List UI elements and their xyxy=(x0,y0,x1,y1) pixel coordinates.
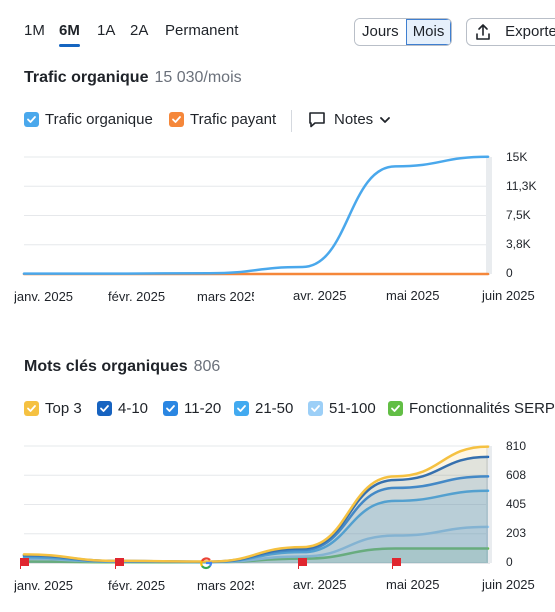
checkbox-icon xyxy=(24,112,39,127)
legend-divider xyxy=(291,110,292,132)
upload-icon xyxy=(475,19,493,45)
x-tick-clip: janv. 2025 xyxy=(14,577,74,595)
legend-51-100-label: 51-100 xyxy=(329,400,376,417)
active-range-indicator xyxy=(59,44,80,47)
legend-serp-label: Fonctionnalités SERP xyxy=(409,400,555,417)
y-tick-label: 0 xyxy=(506,555,513,569)
x-tick-label: juin 2025 xyxy=(482,288,535,303)
range-tab-2a[interactable]: 2A xyxy=(130,22,149,39)
range-tab-6m[interactable]: 6M xyxy=(59,22,80,39)
legend-51-100[interactable]: 51-100 xyxy=(308,400,376,417)
legend-organic-traffic[interactable]: Trafic organique xyxy=(24,111,153,128)
chevron-down-icon xyxy=(379,113,391,125)
legend-top3-label: Top 3 xyxy=(45,400,82,417)
series-line xyxy=(22,155,490,275)
checkbox-icon xyxy=(97,401,112,416)
y-tick-label: 810 xyxy=(506,439,527,453)
y-tick-label: 405 xyxy=(506,497,527,511)
legend-paid-traffic[interactable]: Trafic payant xyxy=(169,111,276,128)
y-tick-label: 608 xyxy=(506,468,527,482)
granularity-switch: Jours Mois xyxy=(354,18,453,46)
x-tick-label: juin 2025 xyxy=(482,577,535,592)
x-tick-label: avr. 2025 xyxy=(293,577,347,592)
traffic-section-title: Trafic organique 15 030/mois xyxy=(24,69,242,87)
legend-serp-features[interactable]: Fonctionnalités SERP xyxy=(388,400,555,417)
traffic-title: Trafic organique xyxy=(24,69,149,86)
legend-organic-label: Trafic organique xyxy=(45,111,153,128)
x-tick-label: févr. 2025 xyxy=(108,578,166,593)
legend-top3[interactable]: Top 3 xyxy=(24,400,82,417)
checkbox-icon xyxy=(308,401,323,416)
range-tab-permanent[interactable]: Permanent xyxy=(165,22,239,39)
range-tab-1m[interactable]: 1M xyxy=(24,22,45,39)
legend-11-20-label: 11-20 xyxy=(184,400,222,417)
x-tick-clip: mars 2025 xyxy=(197,288,254,306)
x-tick-label: mai 2025 xyxy=(386,288,440,303)
x-tick-clip: janv. 2025 xyxy=(14,288,74,306)
checkbox-icon xyxy=(163,401,178,416)
x-tick-label: janv. 2025 xyxy=(14,578,74,593)
legend-21-50[interactable]: 21-50 xyxy=(234,400,293,417)
legend-11-20[interactable]: 11-20 xyxy=(163,400,221,417)
y-tick-label: 203 xyxy=(506,526,527,540)
x-tick-clip: févr. 2025 xyxy=(108,288,166,306)
x-tick-label: avr. 2025 xyxy=(293,288,347,303)
y-tick-label: 11,3K xyxy=(506,179,537,193)
current-period-band xyxy=(486,157,492,274)
toolbar: 1M 6M 1A 2A Permanent Jours Mois Exporte… xyxy=(0,0,555,64)
keywords-section-title: Mots clés organiques 806 xyxy=(24,358,220,376)
checkbox-icon xyxy=(234,401,249,416)
granularity-month-button[interactable]: Mois xyxy=(405,19,452,45)
x-tick-clip: févr. 2025 xyxy=(108,577,166,595)
export-button[interactable]: Exporter xyxy=(466,18,555,46)
keywords-title: Mots clés organiques xyxy=(24,358,188,375)
keywords-value: 806 xyxy=(193,358,221,375)
legend-21-50-label: 21-50 xyxy=(255,400,294,417)
checkbox-icon xyxy=(388,401,403,416)
x-tick-label: mai 2025 xyxy=(386,577,440,592)
y-tick-label: 0 xyxy=(506,266,513,280)
y-tick-label: 3,8K xyxy=(506,237,531,251)
x-tick-label: févr. 2025 xyxy=(108,289,166,304)
notes-dropdown[interactable]: Notes xyxy=(308,110,391,128)
legend-paid-label: Trafic payant xyxy=(190,111,277,128)
checkbox-icon xyxy=(169,112,184,127)
notes-label: Notes xyxy=(334,110,374,128)
checkbox-icon xyxy=(24,401,39,416)
x-tick-label: janv. 2025 xyxy=(14,289,74,304)
comment-icon xyxy=(308,110,328,128)
traffic-value: 15 030/mois xyxy=(154,69,242,86)
x-tick-clip: mars 2025 xyxy=(197,577,254,595)
y-tick-label: 15K xyxy=(506,150,528,164)
export-label: Exporter xyxy=(505,23,555,40)
x-tick-label: mars 2025 xyxy=(197,578,254,593)
x-tick-label: mars 2025 xyxy=(197,289,254,304)
range-tab-1a[interactable]: 1A xyxy=(97,22,116,39)
legend-4-10-label: 4-10 xyxy=(118,400,149,417)
granularity-days-button[interactable]: Jours xyxy=(355,19,406,45)
legend-4-10[interactable]: 4-10 xyxy=(97,400,148,417)
y-tick-label: 7,5K xyxy=(506,208,531,222)
